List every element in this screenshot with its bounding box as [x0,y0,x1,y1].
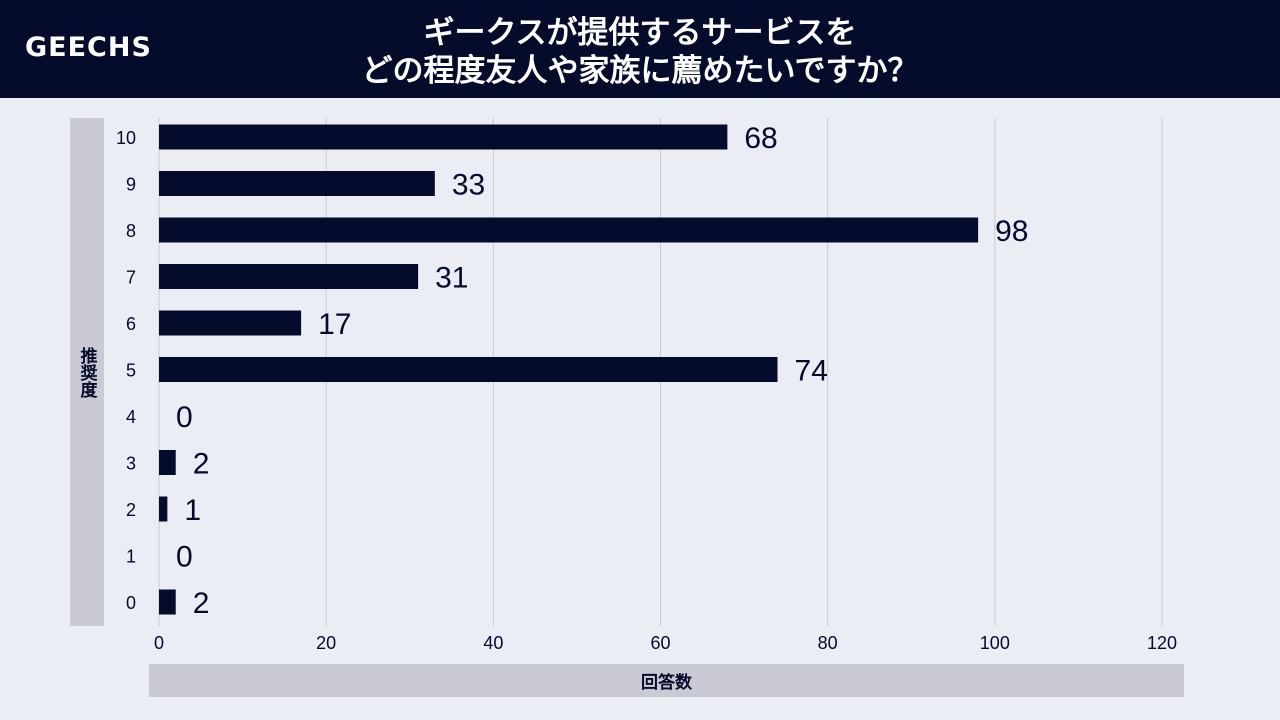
bar [159,496,168,522]
bar-value-label: 33 [452,169,485,202]
y-category-label: 8 [126,221,136,241]
chart-title-line1: ギークスが提供するサービスを [423,15,857,51]
x-tick-label: 80 [818,633,838,653]
bar [159,264,419,289]
bar-value-label: 17 [318,308,351,341]
x-tick-label: 120 [1147,633,1177,653]
bar [159,450,176,475]
x-tick-label: 20 [316,633,336,653]
x-axis-label: 回答数 [149,664,1184,697]
bar [159,589,176,615]
bar-value-label: 98 [995,215,1028,248]
y-category-label: 3 [126,454,136,474]
x-tick-label: 60 [650,633,670,653]
bar-value-label: 1 [184,494,201,527]
bar [159,171,435,196]
bar [159,310,302,336]
x-tick-label: 100 [980,633,1010,653]
y-category-label: 0 [126,593,136,613]
y-category-label: 2 [126,500,136,520]
y-category-label: 4 [126,407,136,427]
y-category-label: 5 [126,361,136,381]
y-category-label: 1 [126,547,136,567]
bar [159,357,778,382]
y-axis-label-box: 推奨度 [70,118,104,626]
bar-value-label: 74 [795,355,828,388]
bar [159,217,979,243]
y-axis-label: 推奨度 [76,346,97,398]
x-tick-label: 0 [154,633,164,653]
header-bar: GEECHS ギークスが提供するサービスを どの程度友人や家族に薦めたいですか？ [0,0,1280,98]
x-tick-label: 40 [483,633,503,653]
bar-value-label: 2 [193,448,210,481]
y-category-label: 9 [126,175,136,195]
chart-title-line2: どの程度友人や家族に薦めたいですか？ [361,53,919,89]
y-category-label: 10 [116,128,136,148]
bar-value-label: 0 [176,541,193,574]
bar-value-label: 68 [744,122,777,155]
bar [159,124,728,150]
chart-title: ギークスが提供するサービスを どの程度友人や家族に薦めたいですか？ [0,14,1280,90]
y-category-label: 7 [126,268,136,288]
bar-value-label: 31 [435,262,468,295]
bar-value-label: 0 [176,401,193,434]
y-category-label: 6 [126,314,136,334]
bar-value-label: 2 [193,587,210,620]
brand-logo: GEECHS [25,32,152,63]
